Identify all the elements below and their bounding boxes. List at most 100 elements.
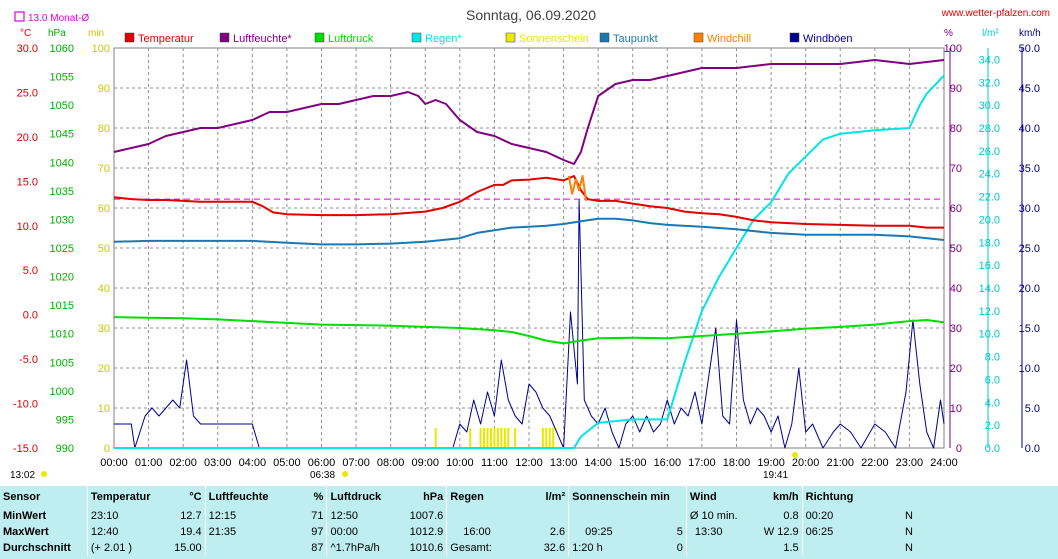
cell	[522, 508, 569, 524]
site-url[interactable]: www.wetter-pfalzen.com	[941, 8, 1050, 19]
sunset-icon	[792, 452, 798, 458]
axis-tick-label-percent: 0	[956, 443, 962, 455]
start-time: 13:02	[10, 470, 35, 481]
axis-tick-label-pressure: 1015	[50, 300, 74, 312]
axis-tick-label-percent: 70	[950, 163, 962, 175]
axis-tick-label-rain: 6.0	[985, 374, 1000, 386]
legend-label: Sonnenschein	[519, 33, 589, 45]
cell: 2.6	[549, 526, 566, 538]
sunshine-bar	[483, 428, 486, 448]
sunshine-bar	[541, 428, 544, 448]
stats-row-min: MinWert 23:10 12.7 12:15 71 12:50 1007.6…	[0, 508, 916, 524]
sunshine-bar	[507, 428, 510, 448]
cell: 5	[676, 526, 683, 538]
x-tick-label: 21:00	[826, 457, 854, 469]
axis-tick-label-wind: 20.0	[1019, 283, 1040, 295]
sun-icon	[41, 471, 47, 477]
axis-tick-label-temp: 20.0	[17, 132, 38, 144]
axis-tick-label-rain: 24.0	[979, 169, 1000, 181]
cell: N	[905, 510, 913, 522]
hdr-rain: Regen	[446, 486, 522, 508]
cell: 1.5	[783, 542, 799, 554]
axis-tick-label-rain: 22.0	[979, 192, 1000, 204]
hdr-pressure-unit: hPa	[423, 491, 444, 503]
x-tick-label: 06:00	[308, 457, 336, 469]
axis-tick-label-minutes: 10	[98, 403, 110, 415]
sunshine-bar	[469, 428, 472, 448]
cell: 0	[676, 542, 683, 554]
axis-tick-label-pressure: 1045	[50, 129, 74, 141]
legend-label: Regen*	[425, 33, 462, 45]
axis-tick-label-wind: 0.0	[1025, 443, 1040, 455]
row-label: MinWert	[3, 510, 47, 522]
sunshine-bar	[552, 428, 555, 448]
chart-svg: 30.0 25.0 20.0 15.0 10.0 5.0 0.0 -5.0 -10.0 -15.0…	[10, 7, 1050, 481]
axis-tick-label-pressure: 1050	[50, 100, 74, 112]
cell: N	[905, 526, 913, 538]
axis-tick-label-temp: 15.0	[17, 176, 38, 188]
sunrise-time: 06:38	[310, 470, 335, 481]
series-layer	[113, 59, 945, 449]
x-tick-label: 12:00	[515, 457, 543, 469]
sunshine-bar	[500, 428, 503, 448]
axis-tick-label-wind: 50.0	[1019, 43, 1040, 55]
axis-tick-label-minutes: 50	[98, 243, 110, 255]
axis-tick-label-pressure: 990	[56, 443, 74, 455]
cell	[648, 508, 687, 524]
cell: Gesamt:	[446, 540, 522, 556]
axis-tick-label-temp: -10.0	[13, 399, 38, 411]
sunshine-bar	[496, 428, 499, 448]
cell: 21:35	[204, 524, 283, 540]
series-line-windchill	[567, 175, 588, 202]
axis-tick-label-minutes: 30	[98, 323, 110, 335]
cell	[568, 508, 648, 524]
cell: 12:15	[204, 508, 283, 524]
sunrise-icon	[342, 471, 348, 477]
axis-tick-label-wind: 30.0	[1019, 203, 1040, 215]
axis-tick-label-percent: 80	[950, 123, 962, 135]
series-line-temperatur	[113, 175, 944, 229]
legend-swatch	[219, 32, 230, 43]
axis-tick-label-temp: 5.0	[23, 265, 38, 277]
axis-tick-label-percent: 90	[950, 83, 962, 95]
sunshine-bar	[514, 428, 517, 448]
axis-tick-label-minutes: 80	[98, 123, 110, 135]
axis-tick-label-percent: 100	[944, 43, 962, 55]
cell: Ø 10 min.	[685, 508, 758, 524]
cell: 13:30	[685, 524, 758, 540]
cell: 09:25	[568, 524, 648, 540]
series-line-luftfeuchte	[113, 59, 945, 165]
x-tick-label: 19:00	[757, 457, 785, 469]
axis-tick-label-temp: -5.0	[19, 354, 38, 366]
axis-tick-label-percent: 20	[950, 363, 962, 375]
legend-swatch	[693, 32, 704, 43]
statistics-table: Sensor Temperatur °C Luftfeuchte % Luftd…	[0, 486, 916, 556]
unit-percent: %	[944, 28, 953, 39]
axis-tick-label-wind: 40.0	[1019, 123, 1040, 135]
cell: 19.4	[180, 526, 202, 538]
sunset-time: 19:41	[763, 470, 788, 481]
axis-tick-label-rain: 34.0	[979, 54, 1000, 66]
axis-tick-label-rain: 14.0	[979, 283, 1000, 295]
x-tick-label: 09:00	[411, 457, 439, 469]
axis-tick-label-pressure: 1005	[50, 357, 74, 369]
axis-tick-label-rain: 18.0	[979, 237, 1000, 249]
x-tick-label: 05:00	[273, 457, 301, 469]
axis-tick-label-pressure: 995	[56, 414, 74, 426]
legend-label: Windböen	[803, 33, 853, 45]
cell: 12:40	[86, 524, 161, 540]
cell: ^1.7hPa/h	[326, 540, 401, 556]
sunshine-bar	[503, 428, 506, 448]
sunshine-bar	[434, 428, 437, 448]
axis-tick-label-pressure: 1040	[50, 157, 74, 169]
monthly-avg-icon	[14, 11, 25, 22]
axis-tick-label-pressure: 1010	[50, 329, 74, 341]
x-tick-label: 08:00	[377, 457, 405, 469]
axis-tick-label-percent: 10	[950, 403, 962, 415]
axis-tick-label-minutes: 100	[92, 43, 110, 55]
cell: 87	[311, 542, 324, 554]
x-tick-label: 07:00	[342, 457, 370, 469]
axis-tick-label-temp: -15.0	[13, 443, 38, 455]
axis-tick-label-rain: 16.0	[979, 260, 1000, 272]
legend-label: Luftdruck	[328, 33, 374, 45]
